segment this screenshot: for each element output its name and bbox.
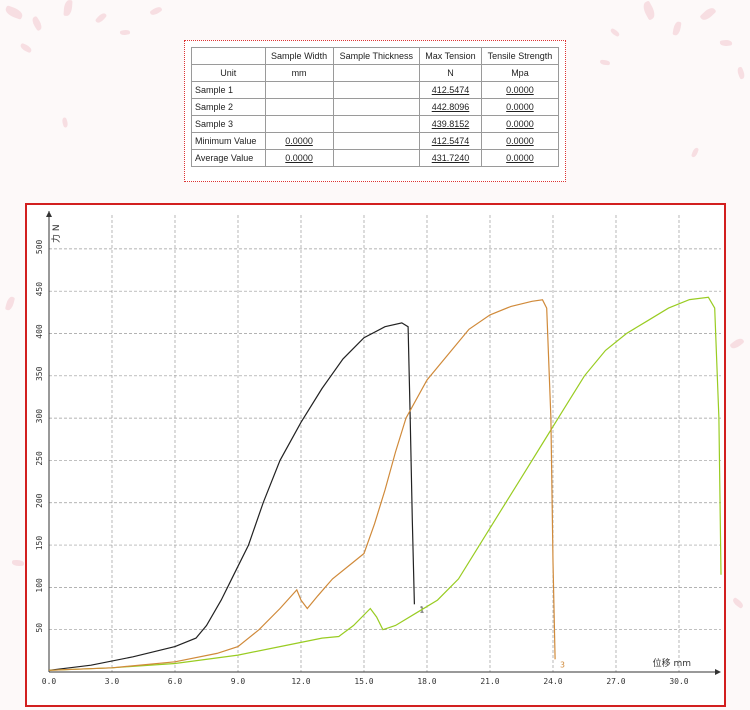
table-cell: 0.0000 <box>264 132 334 150</box>
y-tick-label: 450 <box>35 282 44 297</box>
series-line-3 <box>48 299 556 671</box>
petal-decoration <box>19 42 33 54</box>
y-tick-label: 300 <box>35 409 44 424</box>
table-cell <box>264 115 334 133</box>
table-cell: 412.5474 <box>419 132 482 150</box>
x-tick-label: 27.0 <box>606 677 625 686</box>
petal-decoration <box>640 0 658 21</box>
y-tick-label: 200 <box>35 493 44 508</box>
table-row: Average Value 0.0000 431.7240 0.0000 <box>191 149 560 167</box>
table-cell: N <box>419 64 482 82</box>
table-cell: 442.8096 <box>419 98 482 116</box>
force-displacement-chart: 0.0 3.0 6.0 9.0 12.0 15.0 18.0 21.0 24.0 27.0 30.0… <box>35 211 722 686</box>
series-line-1 <box>48 322 415 671</box>
row-label-cell: Minimum Value <box>191 132 266 150</box>
table-header-row: Sample Width Sample Thickness Max Tension T… <box>191 47 560 65</box>
table-cell: 412.5474 <box>419 81 482 99</box>
x-tick-label: 9.0 <box>231 677 246 686</box>
petal-decoration <box>699 5 717 23</box>
x-axis-arrow-icon <box>715 669 721 675</box>
table-row: Unit mm N Mpa <box>191 64 560 82</box>
table-cell <box>332 149 421 167</box>
petal-decoration <box>94 11 108 25</box>
y-tick-label: 500 <box>35 239 44 254</box>
x-tick-label: 3.0 <box>105 677 120 686</box>
table-cell <box>264 98 334 116</box>
results-table-panel: Sample Width Sample Thickness Max Tension T… <box>184 40 566 182</box>
x-tick-label: 0.0 <box>42 677 57 686</box>
table-cell <box>332 64 421 82</box>
table-cell: 0.0000 <box>480 132 560 150</box>
petal-decoration <box>719 39 733 47</box>
row-label-cell: Sample 1 <box>191 81 266 99</box>
table-cell: 0.0000 <box>480 98 560 116</box>
y-tick-label: 400 <box>35 324 44 339</box>
y-axis-label: 力 N <box>50 224 62 243</box>
table-cell: 0.0000 <box>480 149 560 167</box>
table-cell: 439.8152 <box>419 115 482 133</box>
petal-decoration <box>672 21 682 36</box>
petal-decoration <box>735 66 747 80</box>
petal-decoration <box>11 559 25 567</box>
petal-decoration <box>4 295 16 312</box>
table-cell: mm <box>264 64 334 82</box>
x-tick-label: 21.0 <box>480 677 499 686</box>
x-tick-label: 30.0 <box>669 677 688 686</box>
series-label-3: 3 <box>560 660 565 669</box>
x-tick-label: 15.0 <box>354 677 373 686</box>
x-tick-label: 12.0 <box>291 677 310 686</box>
y-tick-label: 350 <box>35 366 44 381</box>
table-header-cell: Tensile Strength <box>480 47 560 65</box>
x-tick-label: 24.0 <box>543 677 562 686</box>
table-row: Minimum Value 0.0000 412.5474 0.0000 <box>191 132 560 150</box>
table-cell <box>264 81 334 99</box>
table-header-cell: Sample Thickness <box>332 47 421 65</box>
chart-frame: 0.0 3.0 6.0 9.0 12.0 15.0 18.0 21.0 24.0 27.0 30.0… <box>25 203 726 707</box>
table-cell <box>332 98 421 116</box>
table-header-cell <box>191 47 266 65</box>
row-label-cell: Sample 3 <box>191 115 266 133</box>
y-tick-label: 250 <box>35 451 44 466</box>
y-tick-label: 150 <box>35 536 44 551</box>
y-tick-label: 100 <box>35 578 44 593</box>
results-table: Sample Width Sample Thickness Max Tension T… <box>191 47 560 167</box>
table-cell: Mpa <box>480 64 560 82</box>
series-line-2 <box>48 296 722 671</box>
petal-decoration <box>61 116 69 129</box>
table-body: Unit mm N Mpa Sample 1 412.5474 0.0000 Sample 2… <box>191 64 560 167</box>
table-row: Sample 1 412.5474 0.0000 <box>191 81 560 99</box>
petal-decoration <box>63 0 73 17</box>
y-tick-label: 50 <box>35 623 44 633</box>
table-cell <box>332 115 421 133</box>
row-label-cell: Unit <box>191 64 266 82</box>
table-cell: 0.0000 <box>264 149 334 167</box>
row-label-cell: Sample 2 <box>191 98 266 116</box>
y-axis-arrow-icon <box>46 211 52 217</box>
petal-decoration <box>609 27 621 38</box>
table-cell: 0.0000 <box>480 115 560 133</box>
petal-decoration <box>4 5 24 20</box>
table-cell <box>332 132 421 150</box>
x-tick-label: 6.0 <box>168 677 183 686</box>
petal-decoration <box>599 59 611 66</box>
table-cell: 431.7240 <box>419 149 482 167</box>
petal-decoration <box>149 5 163 17</box>
x-axis-label: 位移 mm <box>653 657 691 669</box>
petal-decoration <box>691 146 699 159</box>
petal-decoration <box>119 29 131 36</box>
table-row: Sample 2 442.8096 0.0000 <box>191 98 560 116</box>
petal-decoration <box>731 597 745 609</box>
table-row: Sample 3 439.8152 0.0000 <box>191 115 560 133</box>
x-tick-label: 18.0 <box>417 677 436 686</box>
table-header-cell: Sample Width <box>264 47 334 65</box>
table-header-cell: Max Tension <box>419 47 482 65</box>
petal-decoration <box>30 15 44 32</box>
row-label-cell: Average Value <box>191 149 266 167</box>
table-cell: 0.0000 <box>480 81 560 99</box>
petal-decoration <box>729 336 745 351</box>
table-cell <box>332 81 421 99</box>
